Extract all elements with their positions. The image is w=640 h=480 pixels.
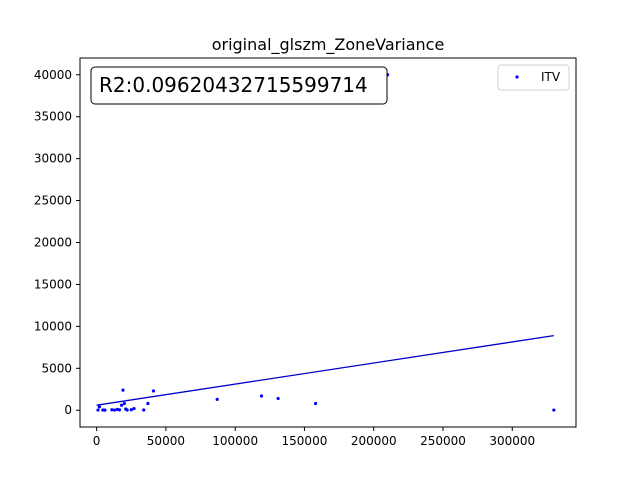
legend: ITV [497,64,570,91]
data-point [146,401,150,406]
data-point [103,408,107,412]
regression-line-segment [96,334,554,406]
data-point [132,406,136,411]
y-tick-label: 35000 [34,110,72,124]
r2-annotation-text: R2:0.09620432715599714 [99,73,368,97]
data-point [113,408,117,412]
data-point [125,408,129,412]
regression-line [96,334,554,406]
data-point [142,408,146,412]
x-tick-label: 50000 [147,434,185,448]
r2-annotation: R2:0.09620432715599714 [90,66,388,105]
data-point [119,403,124,407]
r2-annotation-box [90,66,388,105]
y-tick-label: 10000 [34,319,72,333]
y-tick-label: 40000 [34,68,72,82]
y-tick-label: 15000 [34,277,72,291]
x-tick-label: 250000 [420,434,466,448]
data-point [151,389,156,393]
data-point [276,396,280,401]
x-axis: 0 50000 100000 150000 200000 250000 300000 [93,427,535,448]
data-point [96,408,100,412]
data-point [215,397,219,401]
x-tick-label: 150000 [282,434,328,448]
data-point [313,401,318,406]
y-tick-label: 25000 [34,194,72,208]
y-tick-label: 5000 [41,361,72,375]
y-tick-label: 30000 [34,152,72,166]
legend-label-itv: ITV [541,70,561,84]
data-point [121,388,125,392]
x-tick-label: 200000 [351,434,397,448]
data-point [129,408,133,412]
plot-frame [79,57,577,428]
x-tick-label: 100000 [212,434,258,448]
data-point [110,408,114,412]
data-point [122,401,126,406]
y-axis: 0 5000 10000 15000 20000 25000 30000 35000 40000 [34,68,80,417]
data-point [259,394,264,398]
data-point [552,408,556,412]
x-tick-label: 0 [93,434,101,448]
x-tick-label: 300000 [489,434,535,448]
y-tick-label: 0 [64,403,72,417]
chart-title: original_glszm_ZoneVariance [212,35,445,55]
legend-box [497,64,570,91]
legend-marker-itv [515,75,519,79]
y-tick-label: 20000 [34,236,72,250]
data-point [97,405,101,409]
data-points [96,73,556,412]
data-point [117,408,122,412]
